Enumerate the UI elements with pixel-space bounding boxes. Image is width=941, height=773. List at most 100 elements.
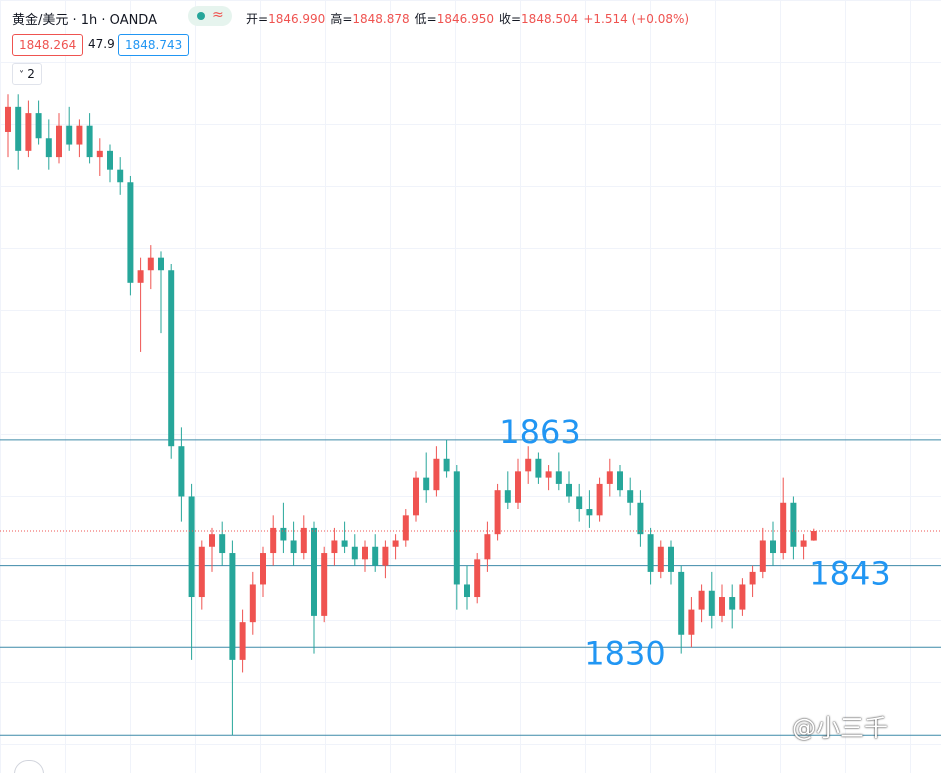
ohlc-value: 1846.990	[268, 12, 326, 26]
candle-body	[586, 509, 593, 516]
level-label: 1863	[499, 413, 580, 451]
candle-body	[606, 471, 613, 484]
candle-body	[535, 458, 542, 478]
candle-body	[800, 540, 807, 547]
candle-body	[627, 490, 634, 503]
level-label: 1843	[809, 555, 890, 593]
candle-body	[637, 502, 644, 535]
candle-body	[300, 527, 307, 554]
candle-body	[402, 515, 409, 541]
symbol: 黄金/美元 · 1h · OANDA	[12, 13, 157, 28]
candle-body	[158, 257, 164, 271]
status-pill[interactable]: ≈	[188, 6, 232, 26]
candle-body	[515, 471, 521, 503]
candle-body	[596, 483, 603, 516]
candle-body	[545, 471, 552, 478]
candle-body	[270, 527, 277, 554]
candle-body	[464, 584, 470, 598]
candle-body	[311, 527, 317, 616]
candle-body	[739, 584, 746, 610]
candle-body	[168, 270, 175, 447]
candle-body	[668, 546, 674, 572]
candle-body	[331, 540, 338, 554]
candle-body	[504, 490, 511, 503]
candle-body	[290, 540, 297, 554]
candle-body	[209, 534, 215, 547]
watermark: @小三千	[792, 714, 888, 742]
indicator-count: 2	[27, 67, 35, 81]
candle-body	[198, 546, 205, 598]
spread: 47.9	[88, 37, 115, 51]
candle-body	[810, 531, 817, 541]
change: +1.514 (+0.08%)	[583, 12, 690, 26]
candle-body	[249, 584, 256, 623]
candle-body	[76, 125, 83, 145]
candle-body	[433, 458, 440, 491]
candle-body	[474, 559, 481, 598]
candle-body	[137, 270, 144, 283]
candle-body	[351, 546, 358, 560]
candle-body	[107, 150, 113, 170]
candle-body	[790, 502, 797, 547]
candle-body	[188, 496, 195, 598]
candle-body	[729, 597, 736, 610]
candle-body	[178, 446, 185, 497]
ohlc-value: 1848.878	[352, 12, 410, 26]
candle-body	[566, 483, 572, 497]
candle-body	[5, 106, 11, 132]
candle-body	[719, 597, 725, 616]
indicator-toggle[interactable]: ˅ 2	[12, 63, 42, 85]
candle-body	[229, 553, 236, 660]
candle-body	[239, 622, 246, 660]
candle-body	[453, 471, 460, 585]
ohlc-value: 1846.950	[436, 12, 494, 26]
candle-body	[423, 477, 430, 491]
candle-body	[647, 534, 654, 572]
candle-body	[698, 590, 705, 610]
candle-body	[392, 540, 399, 547]
candle-body	[770, 540, 776, 554]
candle-body	[117, 169, 124, 183]
ask-price[interactable]: 1848.743	[118, 34, 190, 56]
candle-body	[86, 125, 93, 158]
candle-body	[45, 138, 52, 158]
candle-body	[525, 458, 532, 472]
candle-body	[56, 125, 62, 158]
candle-body	[321, 553, 328, 616]
bid-price[interactable]: 1848.264	[12, 34, 84, 56]
candle-body	[688, 609, 695, 635]
candle-body	[15, 106, 22, 151]
candle-body	[341, 540, 348, 547]
ohlc-label: 收=	[498, 12, 522, 26]
candle-body	[127, 182, 134, 283]
candle-body	[617, 471, 623, 491]
ohlc-label: 低=	[414, 12, 437, 26]
ohlc-value: 1848.504	[521, 12, 579, 26]
candle-body	[260, 553, 266, 585]
candle-body	[484, 534, 491, 560]
ohlc-legend: 开=1846.990 高=1848.878 低=1846.950 收=1848.504…	[246, 10, 689, 27]
candle-body	[382, 546, 389, 566]
candle-body	[66, 125, 73, 145]
candle-body	[372, 546, 379, 566]
ohlc-label: 开=	[246, 12, 269, 26]
candle-body	[780, 502, 787, 554]
candle-body	[759, 540, 766, 572]
candle-body	[35, 113, 42, 139]
ohlc-label: 高=	[330, 12, 353, 26]
candle-body	[555, 471, 562, 484]
candle-body	[280, 527, 287, 541]
candle-body	[576, 496, 583, 510]
candle-body	[147, 257, 154, 271]
level-label: 1830	[584, 634, 665, 672]
candle-body	[657, 546, 664, 572]
candle-body	[25, 113, 32, 151]
candle-body	[413, 477, 419, 516]
candle-body	[678, 571, 685, 635]
candle-body	[749, 571, 756, 585]
candle-body	[494, 490, 501, 535]
candle-body	[96, 150, 103, 158]
candle-body	[219, 534, 226, 554]
